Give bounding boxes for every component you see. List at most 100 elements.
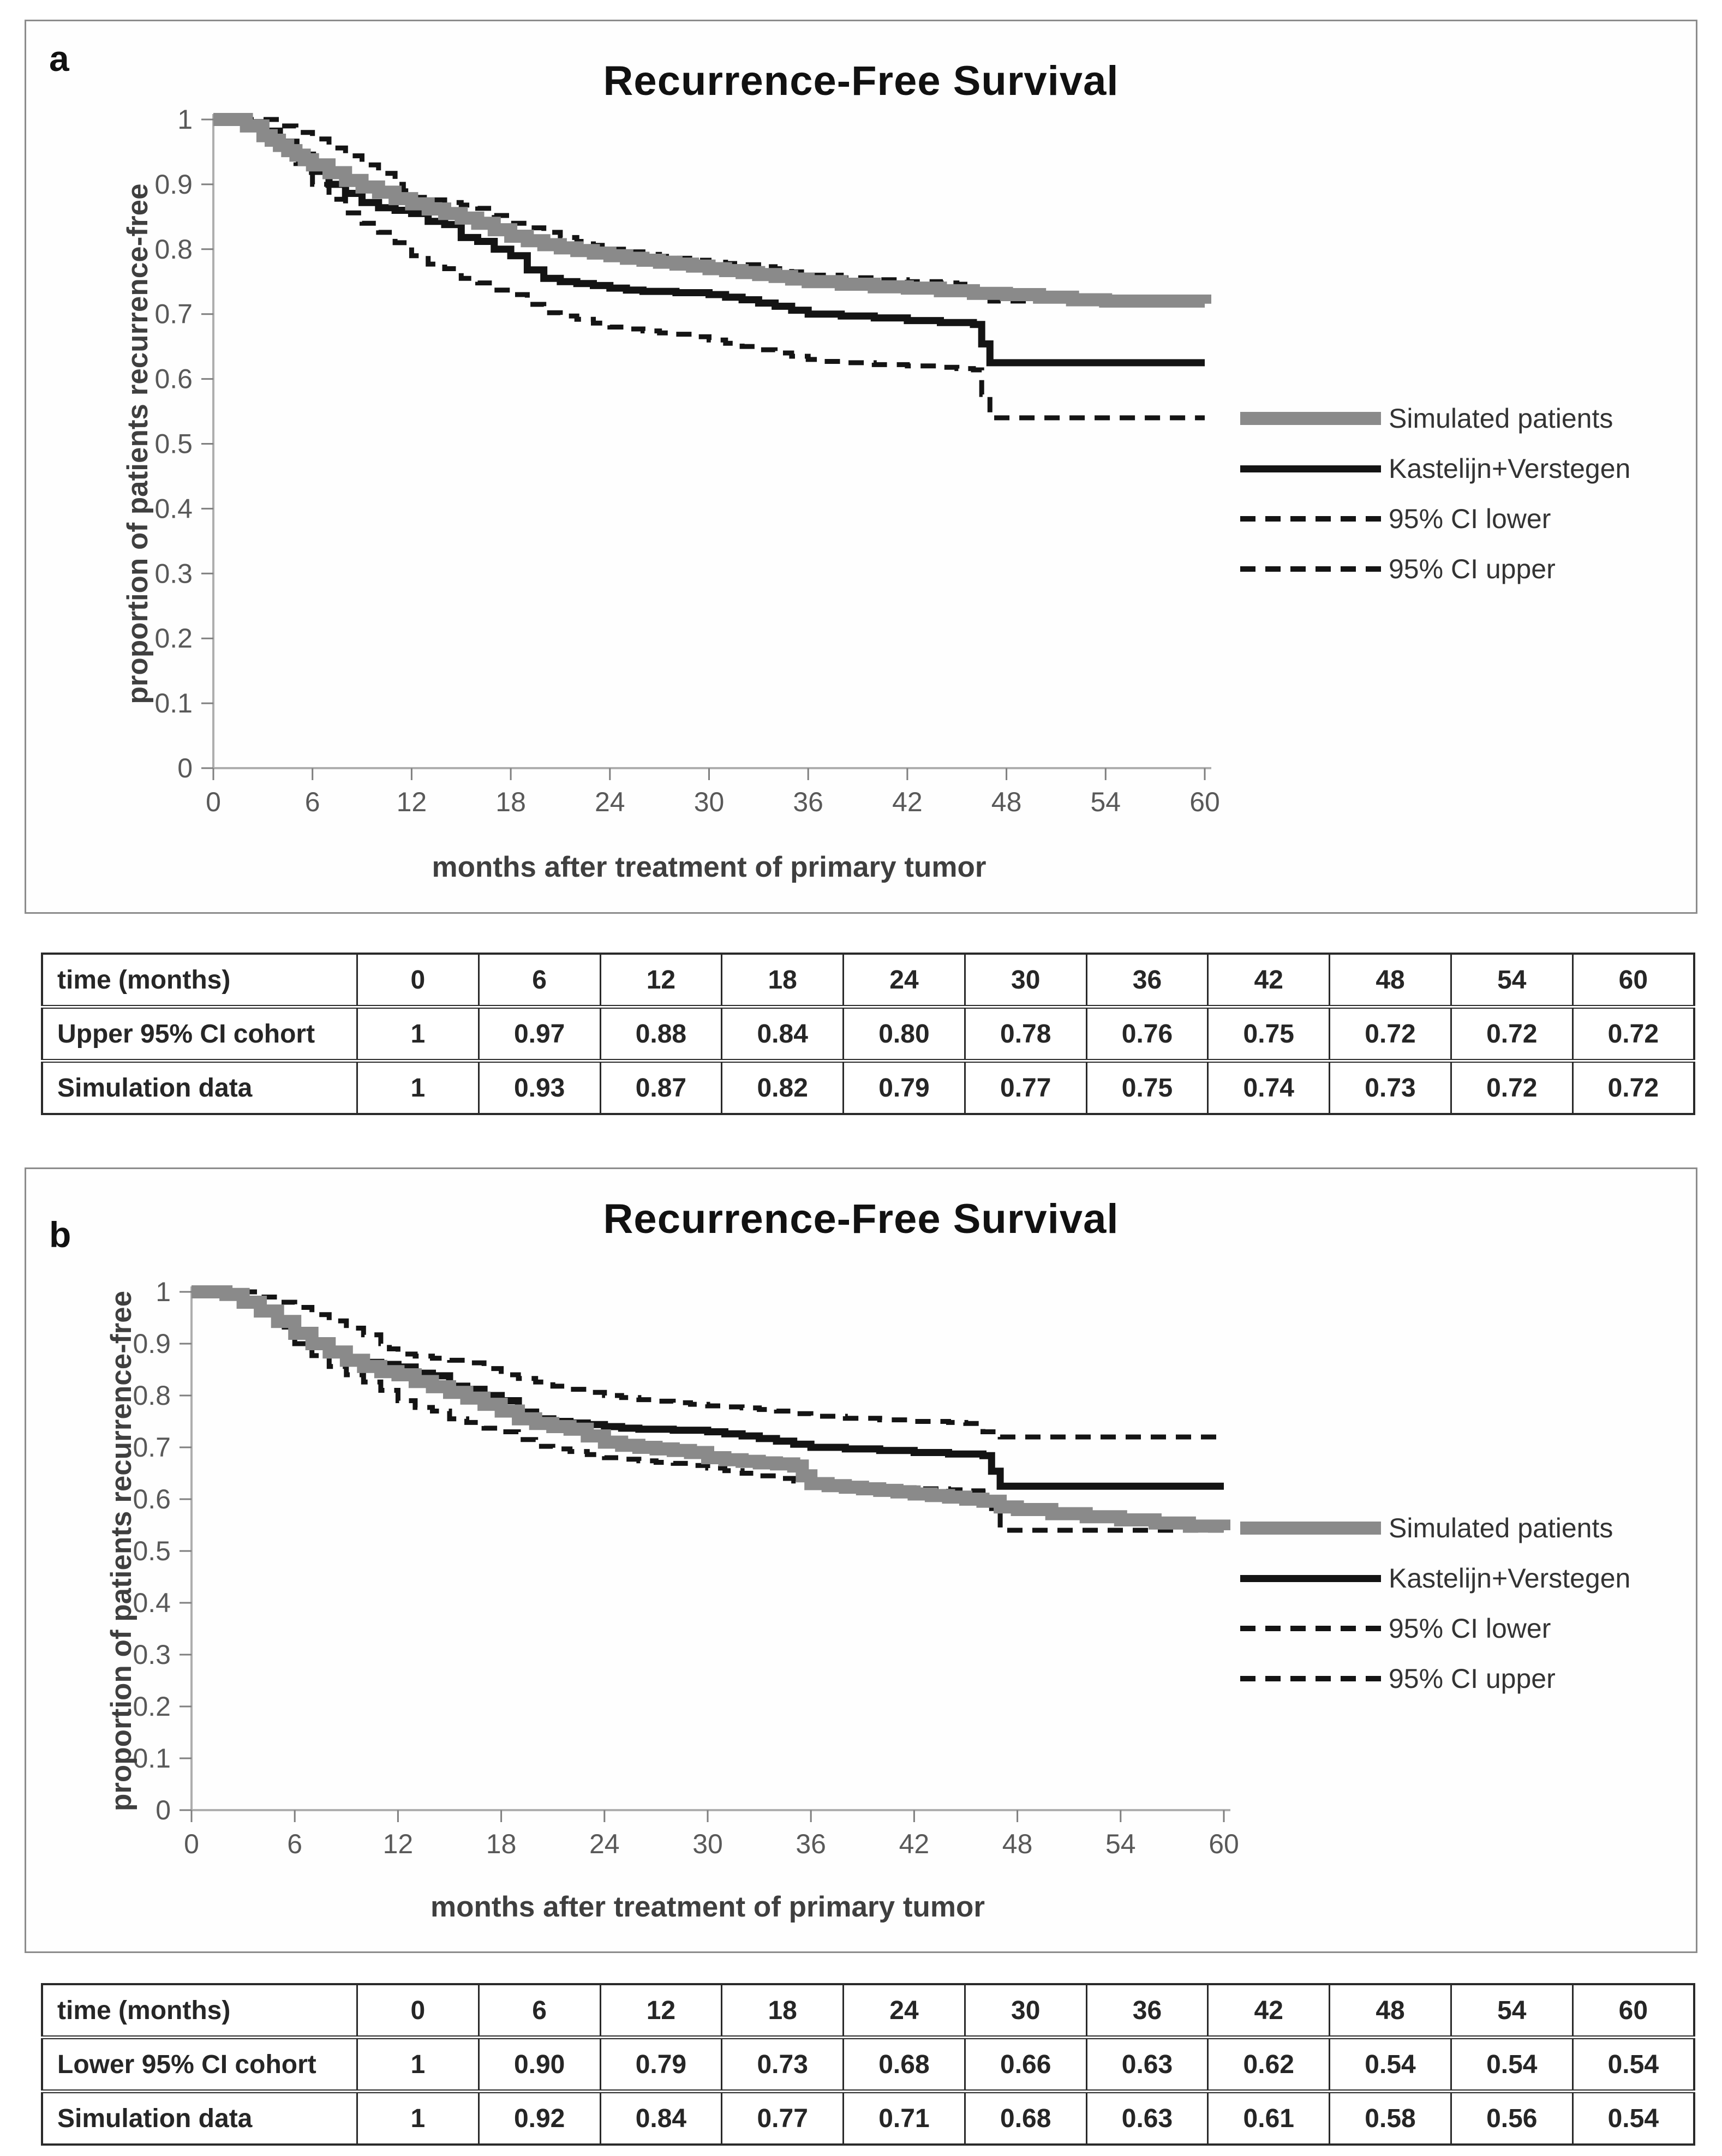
legend-label: 95% CI lower [1389,504,1551,534]
table-cell: 0.54 [1571,2089,1695,2146]
table-cell: 0.54 [1329,2035,1452,2092]
y-axis-title: proportion of patients recurrence-free [122,183,154,704]
table-cell: 0.78 [964,1005,1087,1062]
table-row: time (months) 0 6 12 18 24 30 36 42 48 54 60 [41,953,1695,1008]
y-tick-label: 1 [156,1277,171,1307]
table-cell: 1 [356,1005,480,1062]
y-tick-label: 0 [177,753,193,783]
table-cell: 0.56 [1450,2089,1574,2146]
panel-a: a Recurrence-Free Survival 0 6 12 18 24 30 36 4… [25,20,1697,914]
table-cell: time (months) [41,953,358,1008]
panel-a-chart-title: Recurrence-Free Survival [603,58,1119,104]
table-cell: 6 [477,953,601,1008]
series-sim-a [213,113,1211,308]
table-cell: 48 [1329,1983,1452,2038]
table-cell: 0 [356,1983,480,2038]
y-tick-label: 0.5 [133,1536,171,1566]
table-row: time (months) 0 6 12 18 24 30 36 42 48 54 60 [41,1983,1695,2038]
x-tick-label: 60 [1209,1829,1239,1859]
table-cell: 1 [356,1059,480,1115]
table-cell: 0.87 [599,1059,723,1115]
panel-b-survival-chart: 0 6 12 18 24 30 36 42 48 54 60 1 0.9 0.8 0.7 0.6 0.5 0.4 0… [105,1277,1239,1923]
panel-a-letter: a [49,38,69,79]
table-cell: 0.72 [1571,1005,1695,1062]
ci-lower-line-swatch [1240,1626,1381,1631]
table-cell: 0.72 [1329,1005,1452,1062]
x-tick-label: 0 [184,1829,199,1859]
y-tick-label: 0.3 [154,558,193,589]
y-tick-label: 0 [156,1795,171,1825]
legend-item-ci-lower: 95% CI lower [1240,494,1693,544]
table-cell: 0.75 [1207,1005,1331,1062]
table-cell: 0.73 [1329,1059,1452,1115]
panel-a-data-table: time (months) 0 6 12 18 24 30 36 42 48 54 60 Upper 9… [41,953,1695,1115]
table-cell: 60 [1571,953,1695,1008]
table-cell: 1 [356,2035,480,2092]
table-cell: 1 [356,2089,480,2146]
y-tick-label: 0.3 [133,1639,171,1670]
x-tick-label: 54 [1090,787,1121,817]
table-row: Simulation data 1 0.92 0.84 0.77 0.71 0.68 0.63… [41,2089,1695,2146]
x-tick-label: 18 [486,1829,517,1859]
cohort-line-swatch [1240,465,1381,472]
table-cell: 18 [721,1983,845,2038]
table-cell: 0.92 [477,2089,601,2146]
x-tick-label: 6 [305,787,320,817]
y-tick-label: 0.2 [133,1691,171,1722]
table-cell: 0.72 [1571,1059,1695,1115]
table-cell: 0.97 [477,1005,601,1062]
table-cell: 0.82 [721,1059,845,1115]
table-cell: 0.77 [721,2089,845,2146]
table-cell: 0.93 [477,1059,601,1115]
x-tick-label: 12 [383,1829,414,1859]
table-cell: 0.80 [842,1005,966,1062]
table-cell: 30 [964,953,1087,1008]
y-tick-label: 0.6 [133,1484,171,1514]
table-cell: 54 [1450,953,1574,1008]
simulated-line-swatch [1240,1522,1381,1535]
ci-lower-line-swatch [1240,516,1381,522]
table-cell: 0.63 [1085,2035,1209,2092]
x-tick-label: 36 [796,1829,826,1859]
table-cell: 0.77 [964,1059,1087,1115]
table-cell: 0.54 [1450,2035,1574,2092]
y-tick-label: 0.7 [154,299,193,330]
series-ci-upper [192,1289,1224,1440]
panel-b: b Recurrence-Free Survival 0 6 12 18 24 30 36 4… [25,1167,1697,1953]
x-tick-label: 48 [991,787,1022,817]
table-cell: 42 [1207,1983,1331,2038]
y-tick-label: 0.1 [133,1743,171,1774]
y-tick-label: 0.9 [154,169,193,200]
table-cell: 0.63 [1085,2089,1209,2146]
series-ci-lower [213,117,1205,421]
y-tick-label: 0.2 [154,623,193,654]
x-tick-label: 36 [793,787,823,817]
table-cell: 0.62 [1207,2035,1331,2092]
table-cell: Simulation data [41,1059,358,1115]
table-cell: 0.76 [1085,1005,1209,1062]
table-cell: 24 [842,953,966,1008]
x-tick-label: 42 [899,1829,930,1859]
x-tick-label: 42 [892,787,923,817]
series-sim-b [192,1285,1230,1533]
simulated-line-swatch [1240,412,1381,425]
axes: 0 6 12 18 24 30 36 42 48 54 60 1 0.9 0.8 0.7 0.6 0.5 0.4 0… [154,104,1219,817]
y-tick-label: 0.9 [133,1328,171,1359]
y-axis-title: proportion of patients recurrence-free [105,1291,137,1811]
legend-item-ci-upper: 95% CI upper [1240,544,1693,594]
table-cell: 12 [599,1983,723,2038]
table-cell: 48 [1329,953,1452,1008]
table-cell: 36 [1085,1983,1209,2038]
table-cell: 60 [1571,1983,1695,2038]
legend-label: 95% CI upper [1389,554,1556,584]
table-cell: 0.75 [1085,1059,1209,1115]
y-tick-label: 0.8 [154,234,193,265]
legend-item-simulated: Simulated patients [1240,1503,1693,1553]
panel-b-legend: Simulated patients Kastelijn+Verstegen 9… [1240,1503,1693,1704]
table-cell: 0.84 [721,1005,845,1062]
x-tick-label: 6 [287,1829,302,1859]
table-cell: 0.88 [599,1005,723,1062]
table-cell: 18 [721,953,845,1008]
legend-label: 95% CI upper [1389,1663,1556,1694]
ci-upper-line-swatch [1240,566,1381,572]
